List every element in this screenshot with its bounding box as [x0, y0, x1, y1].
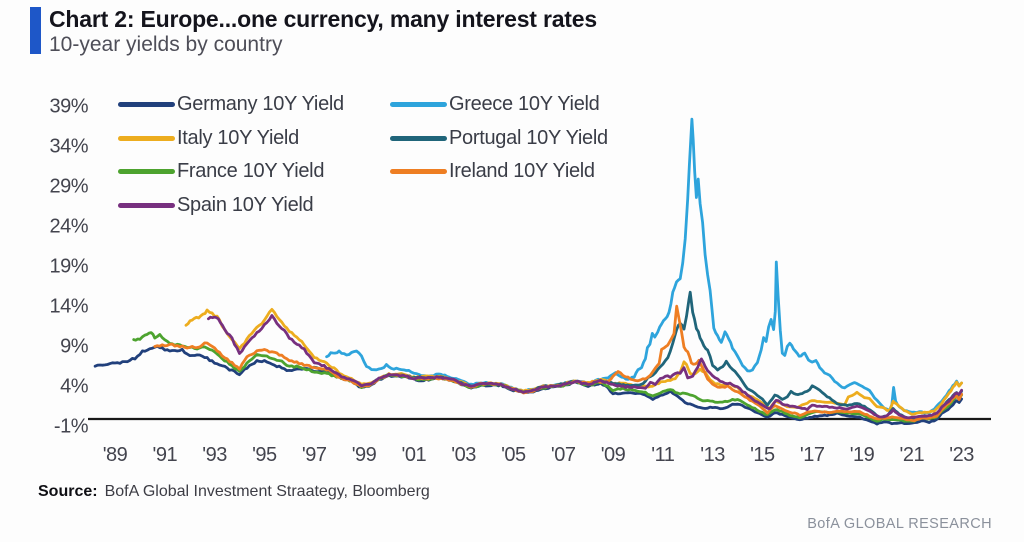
x-axis-tick-label: '93	[202, 444, 227, 466]
legend-column-1: Germany 10Y Yield Italy 10Y Yield France 1…	[118, 88, 390, 222]
x-axis-tick-label: '11	[651, 444, 675, 466]
legend-item-germany-10y-yield: Germany 10Y Yield	[118, 88, 390, 122]
x-axis-tick-label: '17	[799, 444, 825, 466]
y-axis-tick-label: 39%	[49, 95, 88, 118]
x-axis-tick-label: '89	[102, 444, 128, 466]
series-line-spain-10y-yield	[206, 314, 963, 420]
y-axis-tick-label: 19%	[49, 255, 88, 278]
x-axis-tick-label: '21	[899, 444, 925, 466]
source-line: Source: BofA Global Investment Straategy,…	[38, 483, 430, 501]
source-text: BofA Global Investment Straategy, Bloomb…	[104, 483, 430, 500]
legend-label: Ireland 10Y Yield	[449, 160, 595, 183]
legend-swatch	[390, 102, 447, 108]
legend-item-spain-10y-yield: Spain 10Y Yield	[118, 189, 390, 223]
legend-swatch	[118, 202, 175, 208]
legend-swatch	[118, 169, 175, 175]
y-axis-tick-label: 4%	[60, 375, 88, 398]
source-label: Source:	[38, 483, 98, 500]
chart-subtitle: 10-year yields by country	[49, 33, 283, 56]
legend-item-greece-10y-yield: Greece 10Y Yield	[390, 88, 608, 122]
legend-swatch	[118, 102, 175, 108]
y-axis-tick-label: 14%	[49, 295, 88, 318]
title-accent-bar	[30, 7, 41, 54]
y-axis-tick-label: 29%	[49, 175, 88, 198]
x-axis-tick-label: '13	[700, 444, 725, 466]
legend-item-france-10y-yield: France 10Y Yield	[118, 155, 390, 189]
legend-column-2: Greece 10Y Yield Portugal 10Y Yield Irelan…	[390, 88, 608, 222]
x-axis-tick-label: '05	[501, 444, 526, 466]
legend-item-italy-10y-yield: Italy 10Y Yield	[118, 122, 390, 156]
x-axis-tick-label: '09	[600, 444, 626, 466]
y-axis-labels: 39% 34% 29% 24% 19% 14% 9% 4% -1%	[0, 0, 88, 542]
series-line-greece-10y-yield	[325, 117, 963, 415]
x-axis-tick-label: '91	[152, 444, 178, 466]
x-axis-tick-label: '23	[949, 444, 974, 466]
legend-label: Portugal 10Y Yield	[449, 126, 608, 149]
y-axis-tick-label: -1%	[53, 415, 89, 438]
x-axis-tick-label: '07	[550, 444, 576, 466]
x-axis-tick-label: '97	[301, 444, 327, 466]
legend-label: Germany 10Y Yield	[177, 93, 344, 116]
legend-item-portugal-10y-yield: Portugal 10Y Yield	[390, 122, 608, 156]
legend-swatch	[390, 169, 447, 175]
x-axis-tick-label: '95	[252, 444, 277, 466]
x-axis-tick-label: '15	[750, 444, 775, 466]
x-axis-tick-label: '99	[351, 444, 377, 466]
y-axis-tick-label: 24%	[49, 215, 88, 238]
legend-swatch	[390, 135, 447, 141]
brand-mark: BofA GLOBAL RESEARCH	[807, 516, 992, 532]
legend-label: Spain 10Y Yield	[177, 193, 314, 216]
chart-legend: Germany 10Y Yield Italy 10Y Yield France 1…	[118, 88, 608, 222]
y-axis-tick-label: 34%	[49, 135, 88, 158]
y-axis-tick-label: 9%	[60, 335, 88, 358]
chart-title: Chart 2: Europe...one currency, many int…	[49, 6, 597, 32]
legend-label: France 10Y Yield	[177, 160, 325, 183]
x-axis-tick-label: '19	[849, 444, 875, 466]
x-axis-tick-label: '03	[451, 444, 476, 466]
legend-label: Greece 10Y Yield	[449, 93, 600, 116]
legend-item-ireland-10y-yield: Ireland 10Y Yield	[390, 155, 608, 189]
x-axis-tick-label: '01	[401, 444, 427, 466]
legend-swatch	[118, 135, 175, 141]
legend-label: Italy 10Y Yield	[177, 126, 299, 149]
